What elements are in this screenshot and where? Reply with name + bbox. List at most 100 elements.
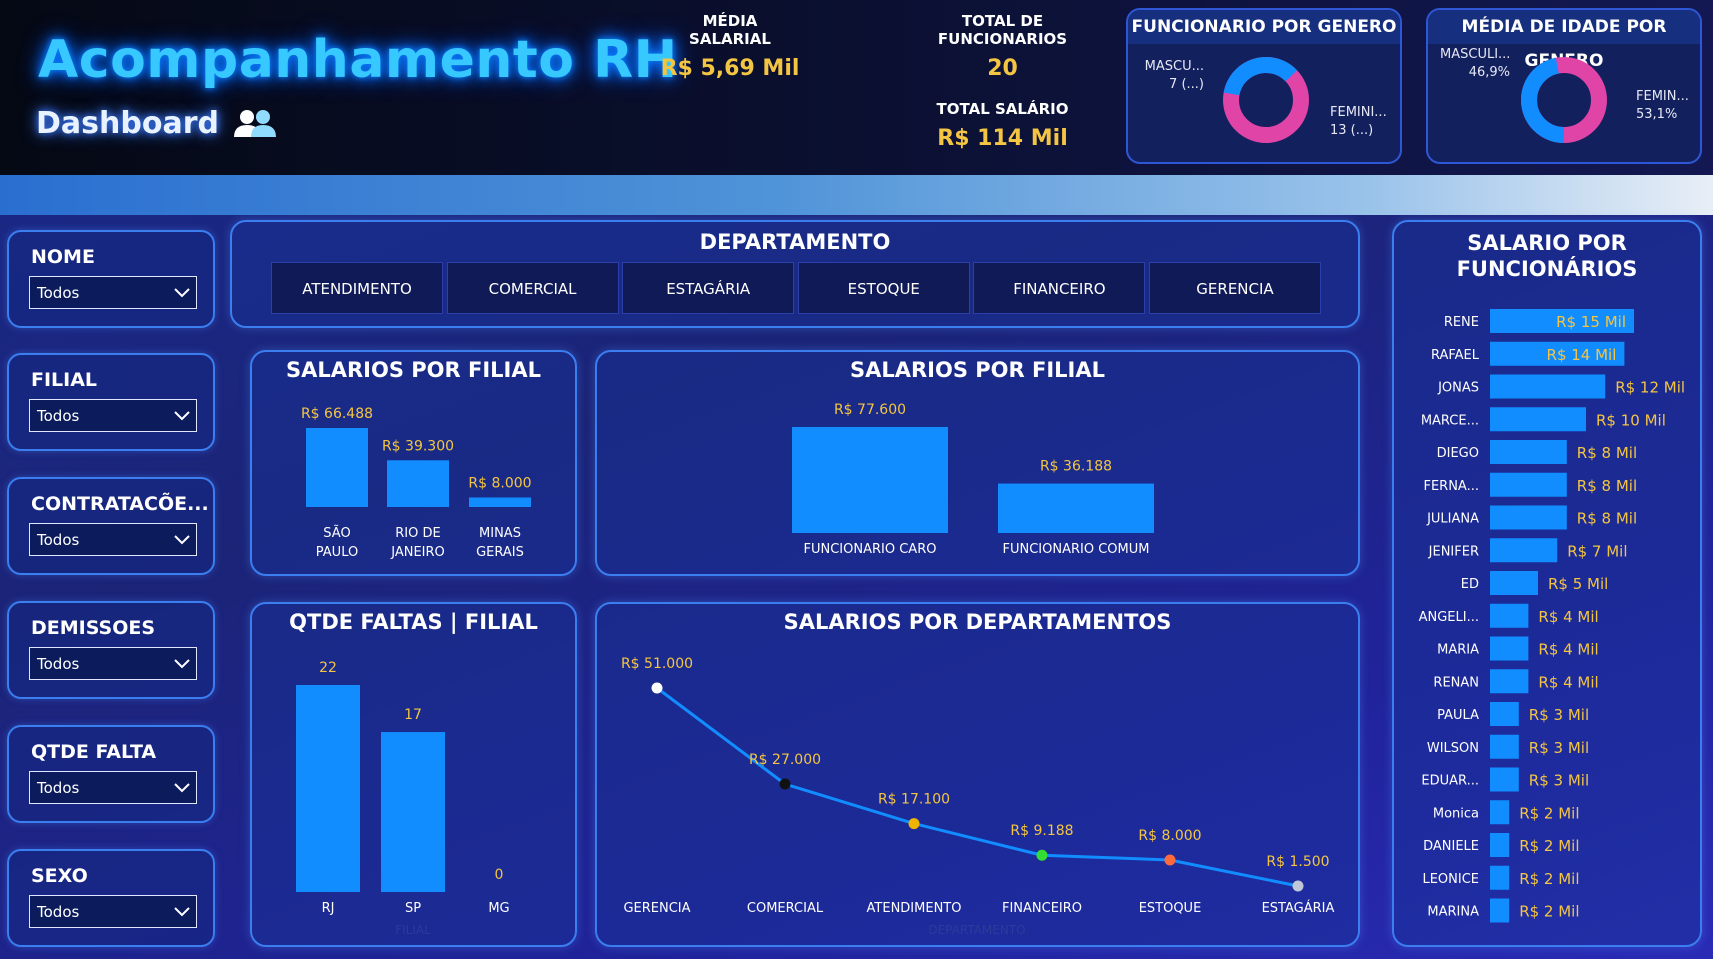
idade-fem-name: FEMIN... — [1636, 89, 1689, 104]
data-label: R$ 5 Mil — [1548, 575, 1608, 593]
employee-name: MARINA — [1427, 905, 1479, 920]
genero-card-title: FUNCIONARIO POR GENERO — [1128, 10, 1400, 44]
bar-salarios-tipo — [792, 427, 948, 533]
idade-donut[interactable] — [1518, 54, 1610, 146]
genero-card[interactable]: FUNCIONARIO POR GENERO MASCU... 7 (...) … — [1126, 8, 1402, 164]
genero-masc-label: MASCU... 7 (...) — [1142, 58, 1204, 94]
bar-salario-funcionario — [1490, 571, 1538, 595]
category-label: FUNCIONARIO CARO — [804, 542, 937, 557]
category-label: SÃO — [323, 525, 350, 541]
category-label: COMERCIAL — [747, 901, 824, 916]
bar-salario-funcionario — [1490, 341, 1625, 366]
employee-name: Monica — [1433, 806, 1479, 821]
employee-name: WILSON — [1427, 741, 1479, 756]
chevron-down-icon — [174, 659, 190, 669]
kpi-total-funcionarios: TOTAL DE FUNCIONARIOS 20 — [900, 12, 1105, 81]
line-point — [1036, 849, 1048, 861]
dept-button-estoque[interactable]: ESTOQUE — [797, 262, 970, 314]
slicer-label: FILIAL — [31, 369, 98, 391]
dept-button-gerencia[interactable]: GERENCIA — [1149, 262, 1321, 314]
slicer-filial: FILIAL Todos — [7, 353, 215, 451]
data-label: R$ 7 Mil — [1567, 542, 1627, 560]
data-label: R$ 17.100 — [878, 792, 950, 808]
bar-faltas-filial — [381, 732, 445, 892]
kpi-media-salarial-label: MÉDIA SALARIAL — [689, 12, 771, 48]
line-point — [779, 778, 791, 790]
dept-button-comercial[interactable]: COMERCIAL — [446, 262, 619, 314]
data-label: R$ 4 Mil — [1538, 641, 1598, 659]
slicer-sexo: SEXO Todos — [7, 849, 215, 947]
category-label: RIO DE — [395, 526, 440, 541]
employee-name: RAFAEL — [1431, 348, 1480, 363]
bar-salario-funcionario — [1490, 636, 1529, 661]
data-label: R$ 3 Mil — [1529, 706, 1589, 724]
users-icon — [234, 110, 276, 137]
slicer-demissoes: DEMISSOES Todos — [7, 601, 215, 699]
category-label: GERENCIA — [623, 901, 690, 916]
line-point — [1164, 854, 1176, 866]
genero-donut[interactable] — [1220, 54, 1312, 146]
dept-button-atendimento[interactable]: ATENDIMENTO — [271, 262, 443, 314]
panel-salarios-tipo: SALARIOS POR FILIAL — [595, 350, 1360, 576]
bar-salario-funcionario — [1490, 538, 1558, 563]
line-point — [908, 818, 920, 830]
slicer-label: SEXO — [31, 865, 88, 887]
slicer-selected-value: Todos — [37, 407, 80, 425]
category-label: GERAIS — [476, 545, 524, 560]
bar-salario-funcionario — [1490, 505, 1567, 530]
data-label: 17 — [404, 707, 422, 723]
genero-masc-name: MASCU... — [1144, 59, 1204, 74]
slicer-selected-value: Todos — [37, 284, 80, 302]
kpi-media-salarial: MÉDIA SALARIAL R$ 5,69 Mil — [660, 12, 800, 81]
slicer-label: DEMISSOES — [31, 617, 156, 639]
category-label: PAULO — [316, 545, 358, 560]
bar-salarios-filial — [469, 497, 531, 507]
idade-fem-value: 53,1% — [1636, 107, 1678, 122]
genero-fem-value: 13 (...) — [1330, 123, 1374, 138]
header-gradient-band — [0, 175, 1713, 215]
bar-salario-funcionario — [1490, 702, 1519, 726]
chart-title-salarios-tipo: SALARIOS POR FILIAL — [850, 358, 1105, 382]
slicer-dropdown[interactable]: Todos — [29, 771, 197, 804]
slicer-dropdown[interactable]: Todos — [29, 647, 197, 680]
employee-name: LEONICE — [1422, 872, 1479, 887]
slicer-dropdown[interactable]: Todos — [29, 895, 197, 928]
data-label: R$ 2 Mil — [1519, 804, 1579, 822]
data-label: R$ 3 Mil — [1529, 739, 1589, 757]
slicer-dropdown[interactable]: Todos — [29, 399, 197, 432]
data-label: R$ 27.000 — [749, 752, 821, 768]
employee-name: FERNA... — [1423, 479, 1479, 494]
kpi-media-salarial-value: R$ 5,69 Mil — [660, 56, 800, 81]
data-label: R$ 9.188 — [1010, 823, 1073, 839]
employee-name: RENAN — [1433, 675, 1479, 690]
slicer-selected-value: Todos — [37, 903, 80, 921]
employee-name: MARIA — [1437, 643, 1479, 658]
data-label: R$ 12 Mil — [1615, 379, 1685, 397]
chevron-down-icon — [174, 535, 190, 545]
dept-button-estagária[interactable]: ESTAGÁRIA — [622, 262, 795, 314]
slicer-selected-value: Todos — [37, 655, 80, 673]
category-label: ESTOQUE — [1139, 901, 1202, 916]
data-label: R$ 66.488 — [301, 406, 373, 422]
idade-card[interactable]: MÉDIA DE IDADE POR GENERO MASCULI... 46,… — [1426, 8, 1702, 164]
bar-faltas-filial — [296, 685, 360, 892]
dept-button-financeiro[interactable]: FINANCEIRO — [973, 262, 1146, 314]
data-label: R$ 8.000 — [468, 475, 531, 491]
slicer-dropdown[interactable]: Todos — [29, 523, 197, 556]
slicer-dropdown[interactable]: Todos — [29, 276, 197, 309]
data-label: R$ 51.000 — [621, 656, 693, 672]
category-label: ATENDIMENTO — [867, 901, 962, 916]
data-label: R$ 2 Mil — [1519, 903, 1579, 921]
bar-salario-funcionario — [1490, 734, 1519, 759]
kpi-total-funcionarios-label: TOTAL DE FUNCIONARIOS — [937, 12, 1068, 48]
dashboard-title: Acompanhamento RH — [38, 30, 678, 90]
data-label: R$ 15 Mil — [1556, 313, 1626, 331]
slicer-selected-value: Todos — [37, 531, 80, 549]
category-label: MINAS — [479, 526, 521, 541]
chart-title-salarios-filial: SALARIOS POR FILIAL — [286, 358, 541, 382]
employee-name: DANIELE — [1423, 839, 1479, 854]
employee-name: JONAS — [1437, 381, 1479, 396]
dashboard-subtitle: Dashboard — [36, 106, 219, 141]
bar-salario-funcionario — [1490, 309, 1634, 333]
